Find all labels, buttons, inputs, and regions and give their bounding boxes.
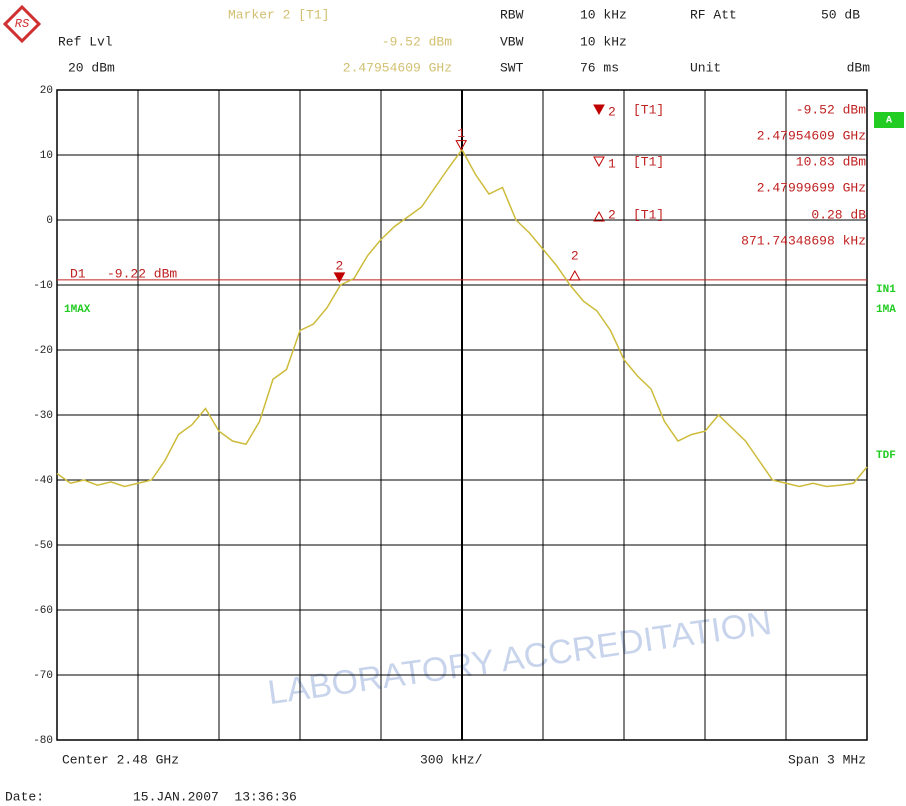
logo: RS bbox=[2, 4, 42, 44]
delta-symbol bbox=[593, 210, 605, 222]
y-tick-label: -20 bbox=[33, 345, 53, 357]
y-tick-label: -50 bbox=[33, 540, 53, 552]
y-tick-label: 0 bbox=[46, 215, 53, 227]
display-line-value: -9.22 dBm bbox=[107, 266, 177, 281]
marker-number: 2 bbox=[336, 258, 344, 273]
delta-info-number: 2 bbox=[608, 207, 616, 222]
y-tick-label: -10 bbox=[33, 280, 53, 292]
watermark: LABORATORY ACCREDITATION bbox=[265, 604, 774, 712]
marker-level: -9.52 dBm bbox=[382, 34, 452, 49]
swt-label: SWT bbox=[500, 60, 524, 75]
marker-info-number: 1 bbox=[608, 156, 616, 171]
delta-info-offset: 871.74348698 kHz bbox=[741, 233, 866, 248]
center-freq: Center 2.48 GHz bbox=[62, 752, 179, 767]
rf-att-label: RF Att bbox=[690, 7, 737, 22]
span: Span 3 MHz bbox=[788, 752, 866, 767]
side-tdf: TDF bbox=[876, 450, 896, 462]
svg-text:RS: RS bbox=[15, 17, 29, 31]
delta-marker bbox=[568, 270, 581, 281]
delta-marker-number: 2 bbox=[571, 248, 579, 263]
date: 15.JAN.2007 13:36:36 bbox=[133, 789, 297, 804]
unit-label: Unit bbox=[690, 60, 721, 75]
ref-lvl-label: Ref Lvl bbox=[58, 34, 113, 49]
y-tick-label: -30 bbox=[33, 410, 53, 422]
swt: 76 ms bbox=[580, 60, 619, 75]
marker-symbol bbox=[593, 156, 605, 168]
marker bbox=[455, 140, 468, 151]
screen-a: A bbox=[886, 116, 892, 127]
marker-info-level: -9.52 dBm bbox=[796, 102, 866, 117]
marker-info-freq: 2.47954609 GHz bbox=[757, 128, 866, 143]
marker-info-tag: [T1] bbox=[633, 102, 664, 117]
marker-info-number: 2 bbox=[608, 104, 616, 119]
delta-info-level: 0.28 dB bbox=[811, 207, 866, 222]
marker-info-level: 10.83 dBm bbox=[796, 154, 866, 169]
vbw: 10 kHz bbox=[580, 34, 627, 49]
rbw: 10 kHz bbox=[580, 7, 627, 22]
screen-a-box bbox=[874, 112, 904, 128]
marker-info-tag: [T1] bbox=[633, 154, 664, 169]
marker-info-freq: 2.47999699 GHz bbox=[757, 180, 866, 195]
marker bbox=[333, 272, 346, 283]
vbw-label: VBW bbox=[500, 34, 524, 49]
rf-att: 50 dB bbox=[821, 7, 860, 22]
marker-freq: 2.47954609 GHz bbox=[343, 60, 452, 75]
y-tick-label: -40 bbox=[33, 475, 53, 487]
trace bbox=[56, 148, 868, 488]
y-tick-label: 20 bbox=[40, 85, 53, 97]
trace-label: 1MAX bbox=[64, 304, 91, 316]
display-line-name: D1 bbox=[70, 266, 86, 281]
date-label: Date: bbox=[5, 789, 44, 804]
marker-title: Marker 2 [T1] bbox=[228, 7, 329, 22]
marker-symbol bbox=[593, 104, 605, 116]
delta-info-tag: [T1] bbox=[633, 207, 664, 222]
y-tick-label: -70 bbox=[33, 670, 53, 682]
y-tick-label: 10 bbox=[40, 150, 53, 162]
side-1ma: 1MA bbox=[876, 304, 896, 316]
side-in1: IN1 bbox=[876, 284, 896, 296]
y-tick-label: -80 bbox=[33, 735, 53, 747]
ref-lvl: 20 dBm bbox=[68, 60, 115, 75]
unit: dBm bbox=[847, 60, 871, 75]
y-tick-label: -60 bbox=[33, 605, 53, 617]
rbw-label: RBW bbox=[500, 7, 524, 22]
freq-per-div: 300 kHz/ bbox=[420, 752, 483, 767]
marker-number: 1 bbox=[457, 126, 465, 141]
